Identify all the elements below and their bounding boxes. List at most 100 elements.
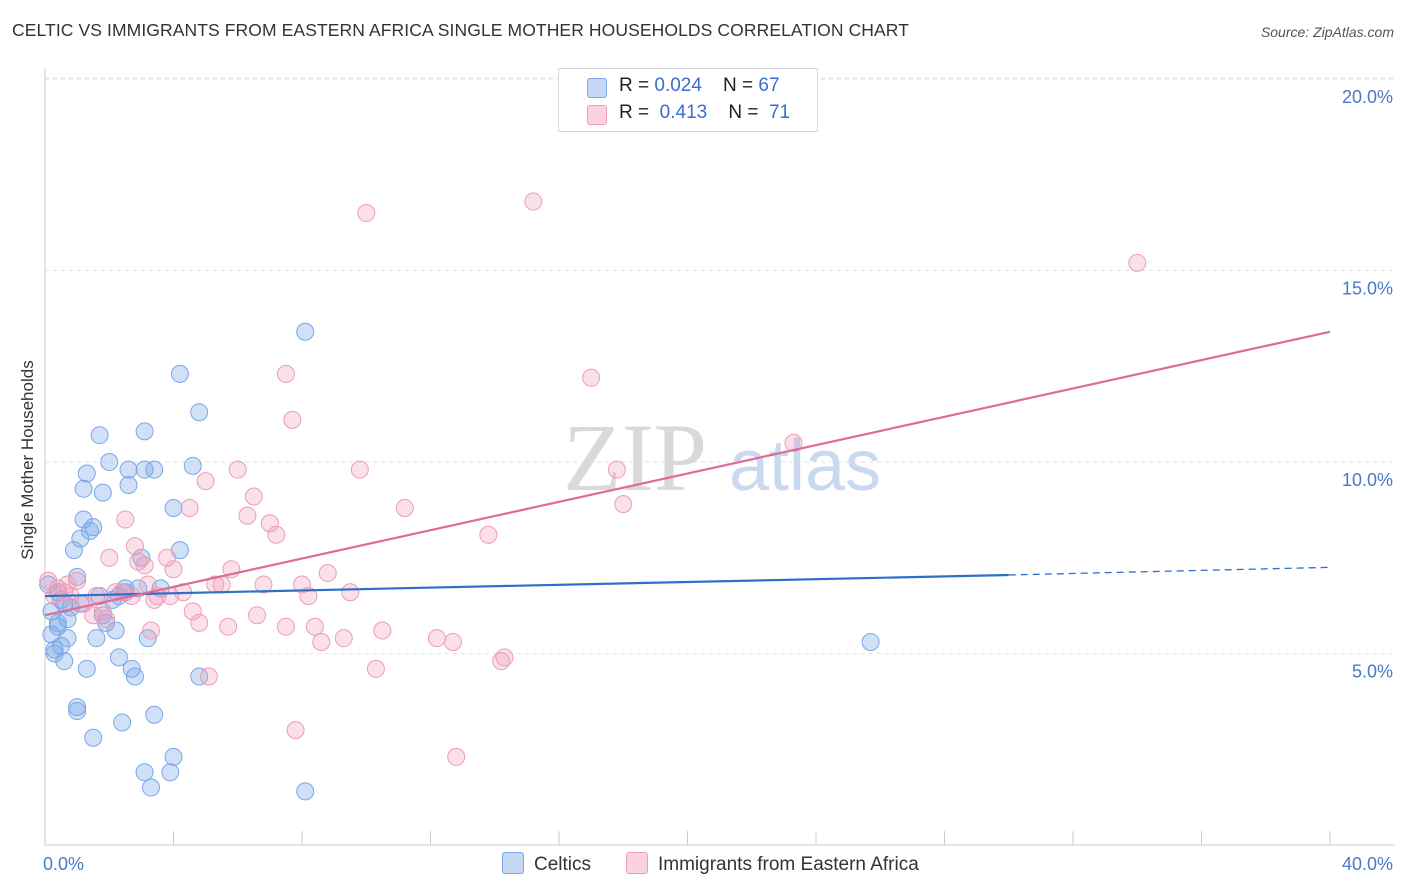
eastern-africa-point [135, 556, 154, 575]
y-axis-label: Single Mother Households [18, 360, 37, 559]
eastern-africa-point [39, 571, 58, 590]
celtics-point [135, 460, 154, 479]
eastern-africa-point [366, 659, 385, 678]
eastern-africa-point [158, 548, 177, 567]
celtics-point [77, 464, 96, 483]
celtics-point [68, 701, 87, 720]
eastern-africa-point [219, 617, 238, 636]
celtics-point [183, 456, 202, 475]
celtics-point [48, 613, 67, 632]
bottom-legend-label: Celtics [534, 854, 592, 875]
eastern-africa-point [341, 583, 360, 602]
eastern-africa-point [180, 498, 199, 517]
eastern-africa-point [607, 460, 626, 479]
celtics-point [68, 567, 87, 586]
legend-swatch-eastern-africa [587, 105, 607, 125]
bottom-legend-label: Immigrants from Eastern Africa [658, 854, 919, 875]
legend-n-label: N = [728, 102, 764, 123]
eastern-africa-point [334, 629, 353, 648]
axis-labels: 5.0% 10.0% 15.0% 20.0% 0.0% 40.0% Single Mothe… [18, 87, 1393, 874]
x-tick-label-max: 40.0% [1342, 854, 1393, 874]
bottom-legend-celtics: Celtics [502, 852, 591, 876]
watermark-atlas: atlas [729, 426, 881, 506]
celtics-point [164, 498, 183, 517]
eastern-africa-point [276, 617, 295, 636]
watermark-zip: ZIP [563, 404, 707, 511]
celtics-point [190, 667, 209, 686]
celtics-point [135, 763, 154, 782]
celtics-point [74, 510, 93, 529]
eastern-africa-point [1128, 253, 1147, 272]
eastern-africa-point [293, 575, 311, 594]
celtics-point [106, 621, 125, 640]
celtics-point [48, 617, 67, 636]
eastern-africa-point [183, 602, 202, 621]
celtics-point [39, 575, 58, 594]
eastern-africa-point [286, 721, 305, 740]
eastern-africa-point [357, 204, 376, 223]
eastern-africa-point [244, 487, 263, 506]
eastern-africa-point [479, 525, 498, 544]
eastern-africa-point [254, 575, 273, 594]
celtics-point [296, 782, 315, 801]
celtics-point [164, 747, 183, 766]
eastern-africa-point [582, 368, 601, 387]
legend-n-value: 71 [768, 102, 791, 123]
eastern-africa-point [305, 617, 324, 636]
axes [44, 68, 1395, 846]
eastern-africa-point [100, 548, 119, 567]
celtics-point [52, 636, 71, 655]
eastern-africa-point [276, 364, 295, 383]
y-tick-label: 15.0% [1342, 279, 1393, 299]
y-tick-label: 10.0% [1342, 470, 1393, 490]
eastern-africa-point [199, 667, 218, 686]
celtics-point [71, 529, 90, 548]
eastern-africa-point [248, 606, 267, 625]
bottom-swatch-celtics [502, 852, 524, 874]
celtics-point [84, 518, 103, 537]
eastern-africa-point [395, 498, 414, 517]
celtics-point [74, 479, 93, 498]
eastern-africa-point [524, 192, 543, 211]
eastern-africa-point [267, 525, 286, 544]
legend-swatch-celtics [587, 78, 607, 98]
celtics-point [119, 460, 138, 479]
eastern-africa-point [142, 621, 161, 640]
eastern-africa-point [97, 610, 116, 629]
watermark: ZIP atlas [563, 404, 881, 511]
eastern-africa-trend-line [44, 330, 1331, 617]
eastern-africa-point [495, 648, 514, 667]
eastern-africa-point [196, 472, 215, 491]
celtics-point [190, 403, 209, 422]
bottom-swatch-eastern-africa [626, 852, 648, 874]
celtics-point [93, 483, 112, 502]
legend-r-value: 0.413 [659, 102, 708, 123]
source-label: Source: ZipAtlas.com [1260, 24, 1394, 40]
celtics-point [45, 644, 64, 663]
celtics-point [64, 541, 83, 560]
celtics-point [109, 648, 128, 667]
gridlines [45, 77, 1395, 654]
eastern-africa-point [373, 621, 392, 640]
celtics-point [84, 728, 103, 747]
correlation-legend: R = 0.024 N = 67 R = 0.413 N = 71 [558, 68, 818, 132]
eastern-africa-point [299, 587, 318, 606]
eastern-africa-point [116, 510, 135, 529]
celtics-trend-extension [1008, 566, 1331, 576]
eastern-africa-point [164, 560, 183, 579]
celtics-point [100, 453, 119, 471]
eastern-africa-point [443, 633, 462, 652]
celtics-point [861, 633, 880, 652]
eastern-africa-point [312, 633, 331, 652]
y-tick-label: 20.0% [1342, 87, 1393, 107]
celtics-point [68, 698, 87, 717]
celtics-point [77, 659, 96, 678]
legend-r-label: R = [619, 102, 655, 123]
celtics-point [90, 426, 109, 445]
legend-r-label: R = [619, 75, 655, 96]
eastern-africa-point [283, 410, 302, 429]
eastern-africa-point [427, 629, 446, 648]
eastern-africa-point [238, 506, 257, 525]
eastern-africa-point [614, 495, 633, 514]
